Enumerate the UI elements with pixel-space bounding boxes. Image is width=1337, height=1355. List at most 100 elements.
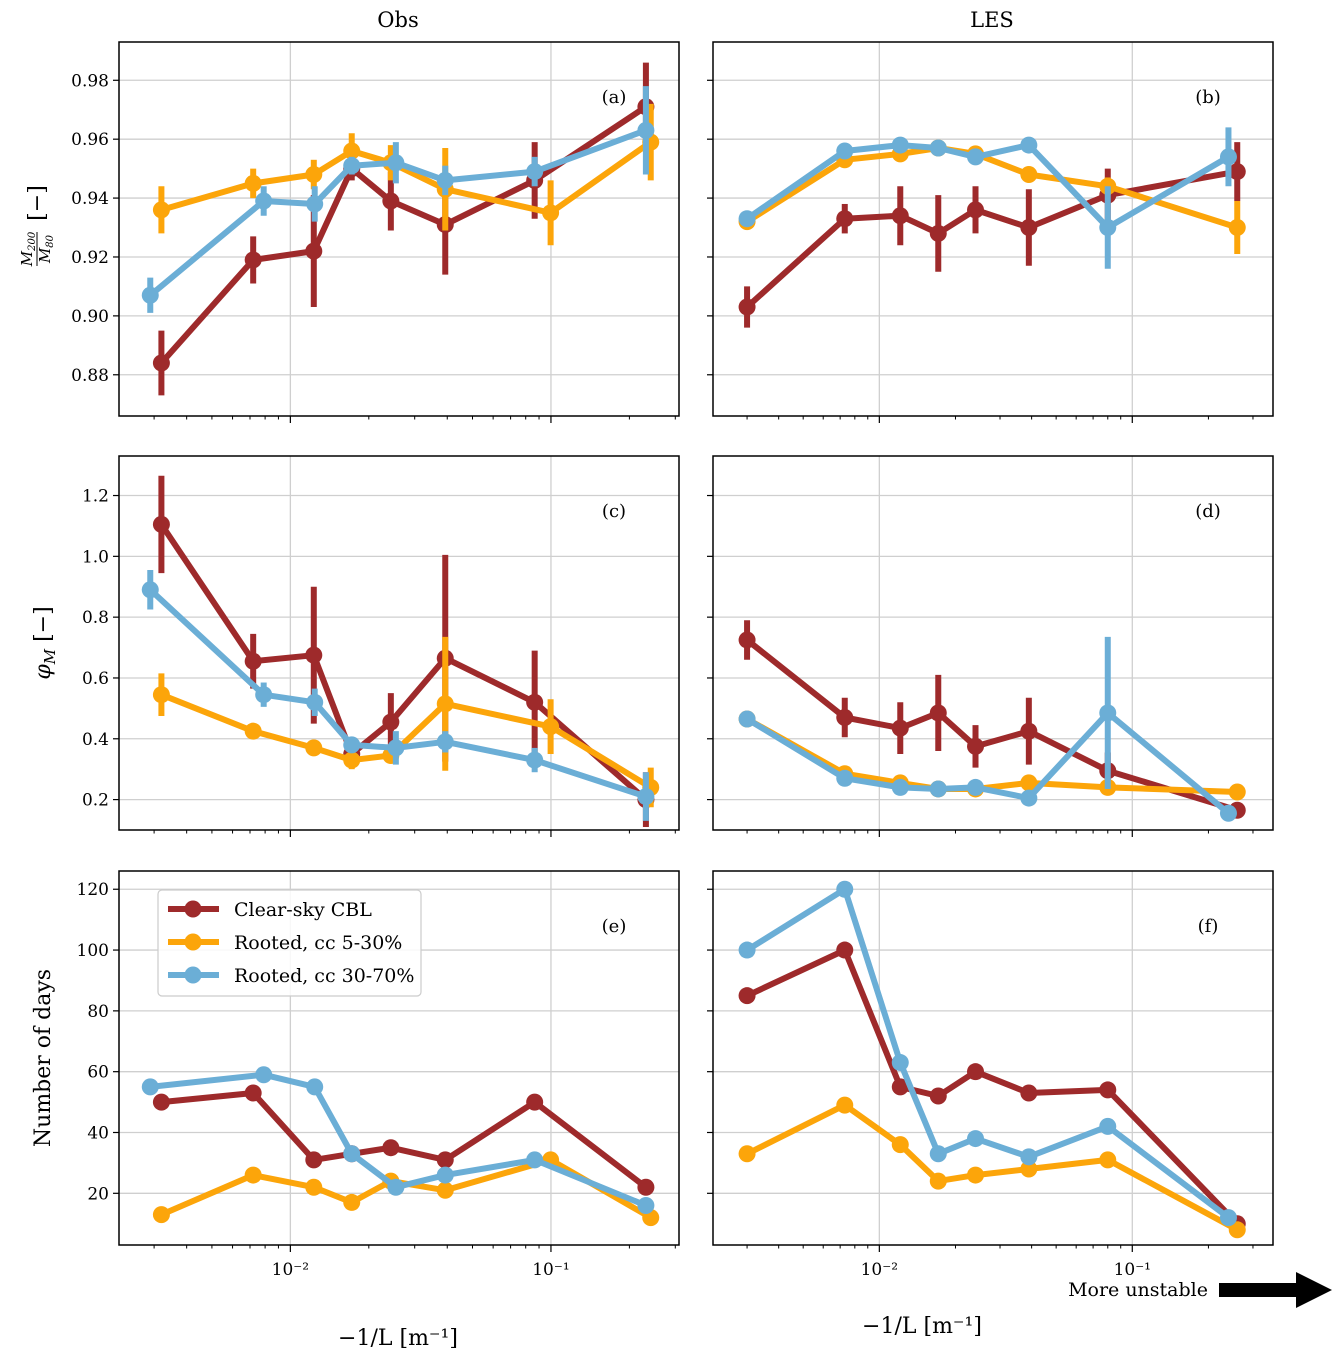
grid-f <box>713 871 1273 1245</box>
axes-frame <box>712 870 1274 1246</box>
grid-a <box>119 42 679 416</box>
series-line <box>745 168 1238 310</box>
series-line <box>159 104 648 365</box>
panel-d: (d) <box>707 455 1274 837</box>
data-point <box>255 192 273 210</box>
panel-f: 10⁻² 10⁻¹ (f) <box>707 870 1274 1280</box>
data-point <box>1020 219 1038 237</box>
data-point <box>1020 1148 1038 1166</box>
grid-b <box>713 42 1273 416</box>
data-point <box>891 207 909 225</box>
series-line <box>745 1102 1239 1233</box>
data-point <box>526 693 544 711</box>
data-point <box>305 242 323 260</box>
data-point <box>141 286 159 304</box>
data-point <box>152 686 170 704</box>
data-point <box>929 780 947 798</box>
data-point <box>967 1130 985 1148</box>
data-point <box>306 195 324 213</box>
series-group-a <box>141 62 660 396</box>
data-point <box>141 581 159 599</box>
data-point <box>305 1178 323 1196</box>
data-point <box>929 139 947 157</box>
series-1 <box>738 139 1246 255</box>
series-line <box>149 1071 648 1209</box>
data-point <box>967 201 985 219</box>
series-line <box>148 587 647 800</box>
panel-tag: (e) <box>602 916 627 937</box>
data-point <box>967 1063 985 1081</box>
y-tick-label: 0.92 <box>71 248 109 268</box>
legend-label: Clear-sky CBL <box>234 899 372 921</box>
data-point <box>1099 704 1117 722</box>
data-point <box>436 1151 454 1169</box>
y-axis-unit: [−] <box>25 185 50 221</box>
legend-marker <box>184 900 202 918</box>
series-1 <box>152 1151 660 1227</box>
series-line <box>160 691 653 790</box>
series-2 <box>738 880 1237 1227</box>
ratio-denominator: M80 <box>36 234 56 264</box>
data-point <box>738 710 756 728</box>
data-point <box>387 1178 405 1196</box>
legend-item: Rooted, cc 30-70% <box>168 965 414 987</box>
legend-item: Clear-sky CBL <box>168 899 372 921</box>
y-axis-label: Number of days <box>31 969 56 1147</box>
axes-frame <box>118 455 680 831</box>
panel-tag: (b) <box>1195 87 1221 108</box>
data-point <box>542 204 560 222</box>
x-tick-label: 10⁻¹ <box>532 1260 569 1280</box>
data-point <box>542 718 560 736</box>
y-tick-label: 0.88 <box>71 366 109 386</box>
data-point <box>891 1078 909 1096</box>
data-point <box>738 298 756 316</box>
data-point <box>436 1181 454 1199</box>
data-point <box>891 778 909 796</box>
y-tick-label: 40 <box>87 1123 109 1143</box>
ratio-numerator: M200 <box>18 231 38 267</box>
data-point <box>891 1136 909 1154</box>
y-tick-label: 0.94 <box>71 189 109 209</box>
y-tick-label: 0.4 <box>82 730 109 750</box>
series-line <box>745 637 1239 814</box>
data-point <box>738 987 756 1005</box>
data-point <box>152 1206 170 1224</box>
legend-marker <box>184 966 202 984</box>
data-point <box>929 1145 947 1163</box>
data-point <box>1228 1221 1246 1239</box>
data-point <box>1219 804 1237 822</box>
x-tick-label: 10⁻¹ <box>1114 1260 1151 1280</box>
data-point <box>244 652 262 670</box>
series-1 <box>738 1096 1246 1239</box>
data-point <box>244 722 262 740</box>
data-point <box>526 1093 544 1111</box>
y-tick-label: 80 <box>87 1002 109 1022</box>
data-point <box>637 1196 655 1214</box>
legend-label: Rooted, cc 5-30% <box>234 932 402 954</box>
legend-frame <box>157 889 422 997</box>
series-line <box>745 716 1238 795</box>
data-point <box>343 751 361 769</box>
panel-c: 0.2 0.4 0.6 0.8 1.0 1.2 (c) φM [−] <box>31 455 680 837</box>
y-tick-label: 100 <box>77 941 109 961</box>
data-point <box>526 751 544 769</box>
data-point <box>929 224 947 242</box>
column-title-les: LES <box>970 8 1014 32</box>
data-point <box>891 136 909 154</box>
data-point <box>738 210 756 228</box>
data-point <box>967 778 985 796</box>
data-point <box>836 880 854 898</box>
data-point <box>637 1178 655 1196</box>
y-tick-label: 0.8 <box>82 608 109 628</box>
data-point <box>255 1066 273 1084</box>
data-point <box>244 251 262 269</box>
data-point <box>141 1078 159 1096</box>
x-tick-label: 10⁻² <box>272 1260 309 1280</box>
series-line <box>160 139 653 216</box>
axes-frame <box>712 455 1274 831</box>
series-2 <box>141 1066 655 1214</box>
data-point <box>929 1172 947 1190</box>
data-point <box>306 693 324 711</box>
y-tick-label: 0.90 <box>71 307 109 327</box>
